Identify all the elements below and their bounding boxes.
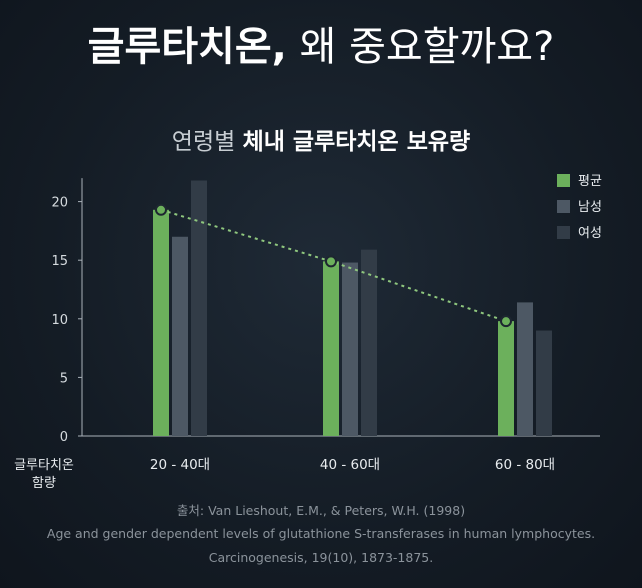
legend-swatch-여성 — [557, 226, 570, 239]
bar-남성-60 - 80대 — [517, 302, 533, 436]
trend-point-60 - 80대 — [500, 315, 512, 328]
y-tick-label: 10 — [51, 313, 68, 328]
x-tick-label: 40 - 60대 — [320, 457, 380, 473]
bar-평균-40 - 60대 — [323, 261, 339, 436]
bar-남성-40 - 60대 — [342, 262, 358, 436]
headline: 글루타치온, 왜 중요할까요? — [0, 14, 642, 72]
source-citation-line2: Age and gender dependent levels of gluta… — [46, 526, 596, 541]
bar-남성-20 - 40대 — [172, 236, 188, 436]
headline-bold: 글루타치온, — [87, 24, 287, 70]
bar-여성-20 - 40대 — [191, 180, 207, 436]
legend-swatch-남성 — [557, 200, 570, 213]
x-tick-label: 20 - 40대 — [150, 457, 210, 473]
y-tick-label: 5 — [60, 371, 68, 386]
bar-평균-60 - 80대 — [498, 321, 514, 436]
chart-title-bold: 체내 글루타치온 보유량 — [242, 129, 471, 155]
bar-여성-40 - 60대 — [361, 249, 377, 436]
y-tick-label: 15 — [51, 254, 68, 269]
legend-swatch-평균 — [557, 174, 570, 187]
bar-여성-60 - 80대 — [536, 330, 552, 436]
source-citation-line1: 출처: Van Lieshout, E.M., & Peters, W.H. (… — [176, 503, 466, 518]
chart-title-light: 연령별 — [171, 129, 236, 155]
legend-label-여성: 여성 — [578, 226, 602, 241]
chart-title: 연령별 체내 글루타치온 보유량 — [0, 122, 642, 156]
bar-평균-20 - 40대 — [153, 209, 169, 436]
trend-point-40 - 60대 — [325, 255, 337, 268]
source-citation-line3: Carcinogenesis, 19(10), 1873-1875. — [208, 550, 434, 565]
headline-rest: 왜 중요할까요? — [286, 24, 555, 70]
x-axis-label-line1: 글루타치온 — [14, 458, 74, 473]
x-axis-label-line2: 함량 — [32, 476, 56, 491]
legend-label-평균: 평균 — [578, 174, 602, 189]
trend-point-20 - 40대 — [155, 203, 167, 216]
y-tick-label: 0 — [60, 430, 68, 445]
x-tick-label: 60 - 80대 — [495, 457, 555, 473]
y-tick-label: 20 — [51, 196, 68, 211]
legend-label-남성: 남성 — [578, 200, 602, 215]
